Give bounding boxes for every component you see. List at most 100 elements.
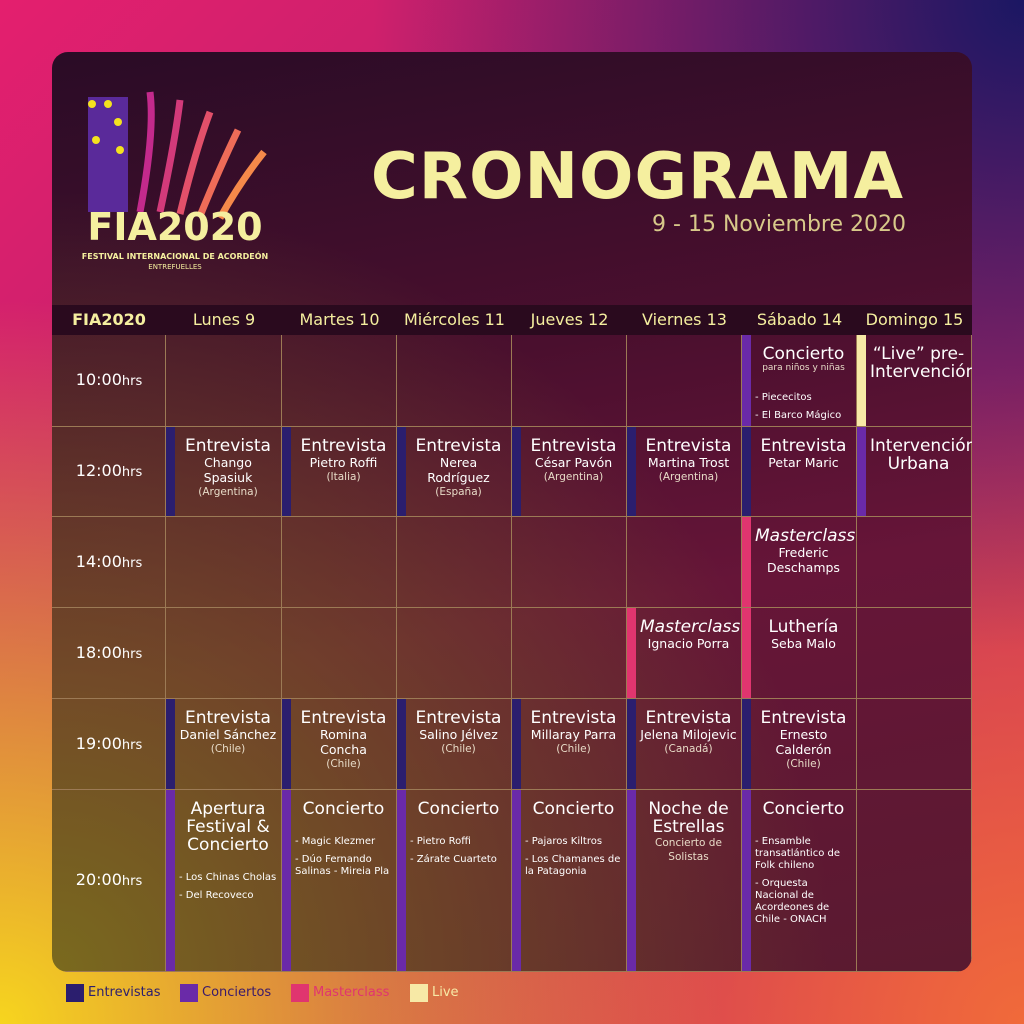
event: “Live” pre-Intervención xyxy=(866,335,972,426)
event-title: Concierto xyxy=(417,799,500,819)
category-bar xyxy=(166,699,175,789)
logo-name: FIA2020 xyxy=(87,205,263,249)
category-bar xyxy=(282,427,291,516)
event-title: Concierto xyxy=(532,799,615,819)
spacer xyxy=(755,374,852,386)
slot xyxy=(282,335,397,427)
event: Entrevista Petar Maric xyxy=(751,427,856,516)
slot: Entrevista Jelena Milojevic (Canadá) xyxy=(627,699,742,790)
event-note: (Argentina) xyxy=(658,471,719,483)
event-line: Millaray Parra xyxy=(530,727,617,742)
slot: Entrevista Daniel Sánchez (Chile) xyxy=(166,699,282,790)
time-unit: hrs xyxy=(121,737,143,753)
time: 19:00 xyxy=(75,733,122,753)
category-bar xyxy=(512,699,521,789)
event-item: - Ensamble transatlántico de Folk chilen… xyxy=(755,836,840,871)
event: Concierto - Pajaros Kiltros - Los Chamanes… xyxy=(521,790,626,971)
day-header: Jueves 12 xyxy=(512,305,627,335)
category-bar xyxy=(857,335,866,426)
time: 18:00 xyxy=(75,642,122,662)
event-item: - Pietro Roffi xyxy=(410,836,471,847)
legend-label: Conciertos xyxy=(202,985,272,1000)
event-title: Entrevista xyxy=(185,708,271,728)
category-bar xyxy=(282,790,291,971)
slot: Concierto - Ensamble transatlántico de Fo… xyxy=(742,790,857,972)
slot xyxy=(512,608,627,699)
legend-label: Entrevistas xyxy=(88,985,161,1000)
slot: Masterclass Frederic Deschamps xyxy=(742,517,857,608)
category-bar xyxy=(627,608,636,698)
slot: Entrevista Martina Trost (Argentina) xyxy=(627,427,742,517)
category-bar xyxy=(397,699,406,789)
slot: Entrevista Chango Spasiuk (Argentina) xyxy=(166,427,282,517)
spacer xyxy=(410,818,507,830)
category-bar xyxy=(282,699,291,789)
event: Entrevista Romina Concha (Chile) xyxy=(291,699,396,789)
spacer xyxy=(179,854,277,866)
slot xyxy=(282,608,397,699)
slot xyxy=(627,335,742,427)
time-cell: 12:00hrs xyxy=(52,427,166,517)
category-bar xyxy=(742,517,751,607)
event-title: Entrevista xyxy=(530,708,617,728)
event-title: Intervención Urbana xyxy=(870,436,972,474)
spacer xyxy=(295,818,392,830)
event-note: para niños y niñas xyxy=(762,363,845,373)
legend-label: Live xyxy=(432,985,459,1000)
time-label: 18:00hrs xyxy=(52,643,166,662)
time: 14:00 xyxy=(75,551,122,571)
category-bar xyxy=(742,335,751,426)
event: Concierto - Pietro Roffi - Zárate Cuarteto xyxy=(406,790,511,971)
category-bar xyxy=(627,790,636,971)
slot xyxy=(627,517,742,608)
event-note: (Argentina) xyxy=(543,471,604,483)
event-note: (Chile) xyxy=(326,758,361,770)
slot: Intervención Urbana xyxy=(857,427,972,517)
event-item: - Del Recoveco xyxy=(179,890,254,901)
event-title: Entrevista xyxy=(760,708,847,728)
subtitle: 9 - 15 Noviembre 2020 xyxy=(652,212,906,237)
event-line: Ernesto Calderón xyxy=(775,727,832,757)
event-item: - Dúo Fernando Salinas - Mireia Pla xyxy=(295,854,390,877)
slot: Masterclass Ignacio Porra xyxy=(627,608,742,699)
category-bar xyxy=(512,427,521,516)
day-header: Lunes 9 xyxy=(166,305,282,335)
time-unit: hrs xyxy=(121,646,143,662)
time-unit: hrs xyxy=(121,555,143,571)
event-note: (Chile) xyxy=(556,743,591,755)
time-unit: hrs xyxy=(121,465,143,480)
time-label: 19:00hrs xyxy=(52,734,166,753)
event-title: Entrevista xyxy=(645,436,732,456)
schedule-panel: FIA2020 FESTIVAL INTERNACIONAL DE ACORDE… xyxy=(52,52,972,972)
category-bar xyxy=(627,699,636,789)
slot: Concierto para niños y niñas - Piececitos -… xyxy=(742,335,857,427)
slot: Concierto - Pajaros Kiltros - Los Chamanes… xyxy=(512,790,627,972)
time-label: 12:00hrs xyxy=(52,461,166,480)
slot xyxy=(166,335,282,427)
event-title: Entrevista xyxy=(645,708,732,728)
event: Luthería Seba Malo xyxy=(751,608,856,698)
logo-art xyxy=(88,91,267,220)
slot: Entrevista Pietro Roffi (Italia) xyxy=(282,427,397,517)
legend-swatch xyxy=(180,984,198,1002)
slot xyxy=(397,608,512,699)
event: Entrevista Ernesto Calderón (Chile) xyxy=(751,699,856,789)
event: Concierto para niños y niñas - Piececitos -… xyxy=(751,335,856,426)
event-item: - Piececitos xyxy=(755,392,812,403)
day-header: Sábado 14 xyxy=(742,305,857,335)
slot xyxy=(397,517,512,608)
slot: Entrevista Ernesto Calderón (Chile) xyxy=(742,699,857,790)
event-item: - Orquesta Nacional de Acordeones de Chi… xyxy=(755,878,830,925)
event-item: - Los Chamanes de la Patagonia xyxy=(525,854,621,877)
day-header: Martes 10 xyxy=(282,305,397,335)
slot xyxy=(857,699,972,790)
slot xyxy=(166,608,282,699)
slot: Luthería Seba Malo xyxy=(742,608,857,699)
slot: Entrevista Romina Concha (Chile) xyxy=(282,699,397,790)
event: Entrevista Salino Jélvez (Chile) xyxy=(406,699,511,789)
event: Apertura Festival & Concierto - Los China… xyxy=(175,790,281,971)
time-cell: 19:00hrs xyxy=(52,699,166,790)
logo-line: ENTREFUELLES xyxy=(148,263,202,271)
event-note: (Italia) xyxy=(326,471,361,483)
